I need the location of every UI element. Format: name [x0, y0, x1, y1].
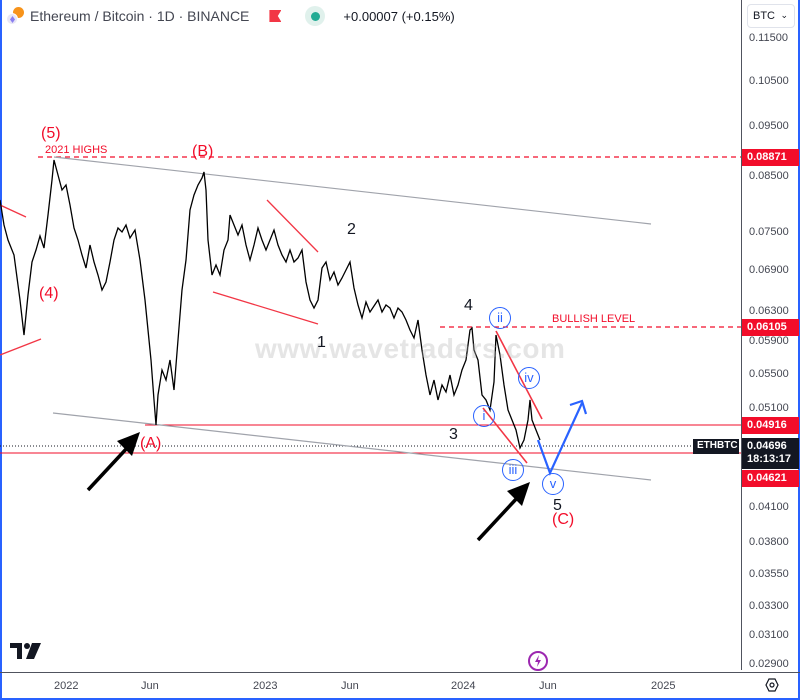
x-tick: Jun: [141, 680, 159, 692]
wave-label-B: (B): [192, 143, 214, 160]
bullish-level-label: BULLISH LEVEL: [552, 313, 636, 325]
y-tick: 0.06900: [749, 264, 789, 276]
symbol-title[interactable]: Ethereum / Bitcoin · 1D · BINANCE: [30, 8, 250, 24]
y-tick: 0.04100: [749, 501, 789, 513]
symbol-price-label: ETHBTC: [693, 439, 739, 454]
y-tick: 0.09500: [749, 120, 789, 132]
settings-gear-icon[interactable]: [765, 678, 779, 692]
x-tick: 2023: [253, 680, 278, 692]
price-change: +0.00007 (+0.15%): [343, 8, 455, 24]
highs-2021-label: 2021 HIGHS: [45, 144, 108, 156]
y-tick: 0.03100: [749, 629, 789, 641]
wave-label-2: 2: [347, 221, 356, 238]
y-tick: 0.10500: [749, 75, 789, 87]
wave-label-4-major: (4): [39, 285, 59, 302]
wave-label-5: 5: [553, 497, 562, 514]
currency-select-value: BTC: [753, 10, 775, 22]
price-axis[interactable]: BTC ⌄ 0.11500 0.10500 0.09500 0.08500 0.0…: [741, 0, 799, 670]
wave-circle-ii: ii: [489, 307, 511, 329]
price-tag-lower-support: 0.04621: [742, 470, 799, 487]
wave-circle-v: v: [542, 473, 564, 495]
y-tick: 0.02900: [749, 658, 789, 670]
x-tick: 2024: [451, 680, 476, 692]
y-tick: 0.08500: [749, 170, 789, 182]
wave-circle-i: i: [473, 405, 495, 427]
watermark-text: www.wavetraders.com: [255, 333, 566, 364]
wave-circle-iii: iii: [502, 459, 524, 481]
x-tick: 2022: [54, 680, 79, 692]
projection-path: [536, 402, 584, 476]
bar-countdown: 18:13:17: [747, 453, 792, 465]
y-tick: 0.05900: [749, 335, 789, 347]
time-axis[interactable]: 2022 Jun 2023 Jun 2024 Jun 2025: [0, 672, 800, 700]
wave-label-3: 3: [449, 426, 458, 443]
y-tick: 0.03800: [749, 536, 789, 548]
arrow-up-left-icon: [86, 432, 140, 492]
price-tag-highs-2021: 0.08871: [742, 149, 799, 166]
x-tick: Jun: [341, 680, 359, 692]
price-tag-upper-support: 0.04916: [742, 417, 799, 434]
arrow-up-right-icon: [476, 482, 530, 542]
y-tick: 0.03550: [749, 568, 789, 580]
wave-label-5-major: (5): [41, 125, 61, 142]
y-tick: 0.05500: [749, 368, 789, 380]
current-price: 0.04696: [747, 440, 787, 452]
chevron-down-icon: ⌄: [780, 10, 788, 20]
flag-icon[interactable]: [269, 10, 282, 22]
y-tick: 0.03300: [749, 600, 789, 612]
y-tick: 0.11500: [749, 32, 788, 44]
wave-circle-iv: iv: [518, 367, 540, 389]
x-tick: 2025: [651, 680, 676, 692]
projection-arrowhead: [569, 399, 588, 415]
price-series-line: [0, 159, 541, 450]
market-status-icon[interactable]: [305, 6, 326, 26]
wave-label-C: (C): [552, 511, 575, 528]
lightning-event-icon[interactable]: [528, 651, 548, 671]
channel-upper-line: [53, 156, 652, 225]
wave-label-4: 4: [464, 297, 473, 314]
y-tick: 0.07500: [749, 226, 789, 238]
price-tag-bullish-level: 0.06105: [742, 319, 799, 336]
eth-btc-coin-icon: [6, 7, 24, 25]
chart-header: Ethereum / Bitcoin · 1D · BINANCE +0.000…: [6, 5, 455, 27]
x-tick: Jun: [539, 680, 557, 692]
price-tag-current: 0.04696 18:13:17: [742, 438, 799, 469]
wave-label-1: 1: [317, 334, 326, 351]
y-tick: 0.05100: [749, 402, 789, 414]
y-tick: 0.06300: [749, 305, 789, 317]
currency-select[interactable]: BTC ⌄: [747, 4, 795, 28]
wave-label-A: (A): [140, 435, 162, 452]
tradingview-logo-icon[interactable]: [10, 643, 42, 659]
